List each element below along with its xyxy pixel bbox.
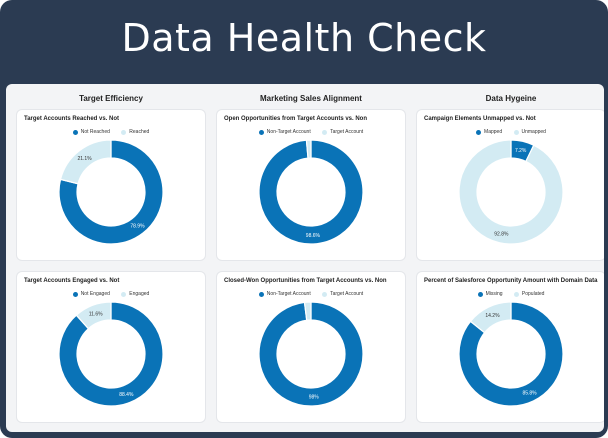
donut-slice-secondary[interactable] [75, 301, 112, 330]
slice-label: 78.9% [130, 224, 145, 230]
donut-slice-primary[interactable] [258, 139, 364, 245]
chart-legend: Not Engaged Engaged [17, 291, 205, 297]
legend-item[interactable]: Engaged [121, 291, 149, 297]
slice-label: 88.4% [119, 392, 134, 398]
legend-swatch-light [513, 291, 519, 297]
legend-item[interactable]: Not Reached [72, 129, 110, 135]
legend-label: Unmapped [521, 129, 546, 135]
slice-label: 98% [309, 395, 320, 401]
chart-legend: Missing Populated [417, 291, 604, 297]
dashboard-panel: Target Efficiency Marketing Sales Alignm… [6, 84, 604, 432]
slice-label: 98.6% [306, 233, 321, 239]
donut-slice-primary[interactable] [58, 301, 164, 407]
chart-legend: Mapped Unmapped [417, 129, 604, 135]
column-heading-data-hygeine: Data Hygeine [485, 94, 537, 103]
chart-title: Campaign Elements Unmapped vs. Not [424, 116, 536, 122]
legend-label: Mapped [484, 129, 503, 135]
chart-card-campaign-elements[interactable]: Campaign Elements Unmapped vs. Not Mappe… [417, 110, 604, 260]
legend-label: Non-Target Account [266, 129, 311, 135]
chart-title: Closed-Won Opportunities from Target Acc… [224, 278, 387, 284]
legend-item[interactable]: Mapped [476, 129, 502, 135]
donut-chart: 98.6% [258, 139, 364, 245]
legend-item[interactable]: Non-Target Account [258, 129, 311, 135]
legend-label: Target Account [330, 129, 364, 135]
legend-swatch-light [121, 291, 127, 297]
donut-slice-primary[interactable] [58, 139, 164, 245]
donut-slice-secondary[interactable] [469, 301, 512, 334]
donut-chart: 78.9% 21.1% [58, 139, 164, 245]
legend-label: Target Account [330, 291, 364, 297]
chart-title: Target Accounts Reached vs. Not [24, 116, 120, 122]
legend-label: Not Engaged [80, 291, 110, 297]
legend-item[interactable]: Non-Target Account [258, 291, 311, 297]
legend-item[interactable]: Unmapped [513, 129, 546, 135]
chart-legend: Non-Target Account Target Account [217, 129, 405, 135]
legend-swatch-dark [476, 129, 482, 135]
column-heading-marketing-sales-alignment: Marketing Sales Alignment [260, 94, 362, 103]
legend-item[interactable]: Missing [477, 291, 503, 297]
chart-title: Percent of Salesforce Opportunity Amount… [424, 278, 598, 284]
slice-label: 11.6% [89, 312, 103, 318]
legend-swatch-dark [258, 291, 264, 297]
slice-label: 85.8% [522, 391, 537, 397]
donut-chart: 88.4% 11.6% [58, 301, 164, 407]
donut-slice-secondary[interactable] [303, 301, 312, 321]
legend-swatch-dark [477, 291, 483, 297]
legend-swatch-dark [258, 129, 264, 135]
legend-item[interactable]: Populated [513, 291, 545, 297]
chart-title: Open Opportunities from Target Accounts … [224, 116, 368, 122]
chart-legend: Non-Target Account Target Account [217, 291, 405, 297]
slice-label: 21.1% [77, 156, 92, 162]
chart-legend: Not Reached Reached [17, 129, 205, 135]
slice-label: 7.2% [515, 148, 527, 154]
legend-label: Not Reached [80, 129, 110, 135]
donut-slice-secondary[interactable] [59, 139, 112, 185]
legend-swatch-light [513, 129, 519, 135]
chart-card-target-accounts-reached[interactable]: Target Accounts Reached vs. Not Not Reac… [17, 110, 205, 260]
legend-item[interactable]: Target Account [322, 291, 363, 297]
legend-label: Populated [521, 291, 545, 297]
legend-swatch-dark [72, 291, 78, 297]
slice-label: 14.2% [485, 313, 500, 319]
donut-chart: 7.2% 92.8% [458, 139, 564, 245]
legend-label: Engaged [129, 291, 150, 297]
donut-chart: 85.8% 14.2% [458, 301, 564, 407]
chart-card-open-opportunities[interactable]: Open Opportunities from Target Accounts … [217, 110, 405, 260]
donut-slice-primary[interactable] [458, 301, 564, 407]
legend-label: Missing [485, 291, 503, 297]
legend-label: Reached [129, 129, 150, 135]
legend-swatch-dark [72, 129, 78, 135]
page-title: Data Health Check [121, 16, 487, 60]
legend-swatch-light [322, 291, 328, 297]
chart-card-closed-won-opportunities[interactable]: Closed-Won Opportunities from Target Acc… [217, 272, 405, 422]
chart-title: Target Accounts Engaged vs. Not [24, 278, 120, 284]
legend-swatch-light [121, 129, 127, 135]
chart-card-target-accounts-engaged[interactable]: Target Accounts Engaged vs. Not Not Enga… [17, 272, 205, 422]
legend-item[interactable]: Not Engaged [72, 291, 110, 297]
donut-slice-secondary[interactable] [458, 139, 564, 245]
donut-slice-primary[interactable] [258, 301, 364, 407]
legend-item[interactable]: Target Account [322, 129, 363, 135]
donut-slice-secondary[interactable] [305, 139, 312, 159]
legend-swatch-light [322, 129, 328, 135]
chart-card-salesforce-domain-data[interactable]: Percent of Salesforce Opportunity Amount… [417, 272, 604, 422]
legend-label: Non-Target Account [266, 291, 311, 297]
legend-item[interactable]: Reached [121, 129, 149, 135]
donut-chart: 98% [258, 301, 364, 407]
column-heading-target-efficiency: Target Efficiency [79, 94, 143, 103]
slice-label: 92.8% [494, 232, 509, 238]
